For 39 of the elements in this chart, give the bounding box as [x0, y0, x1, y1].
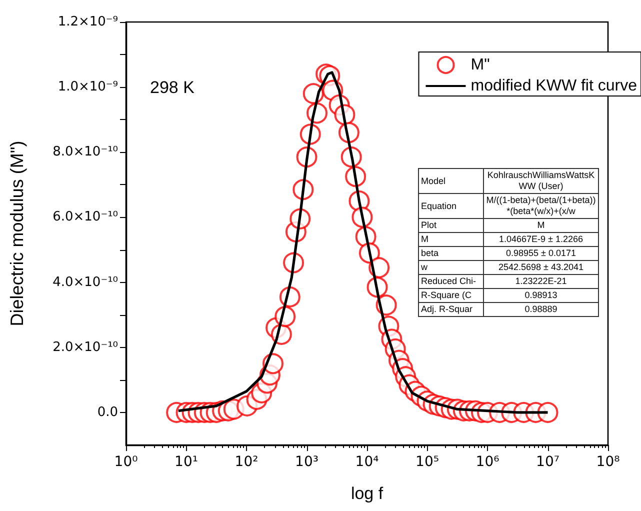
y-tick-label: 8.0×10⁻¹⁰	[52, 144, 118, 160]
annotation: 1.04667E-9 ± 1.2266	[484, 232, 598, 246]
annotation: Reduced Chi-	[418, 274, 484, 288]
annotation: 0.98889	[484, 302, 598, 316]
x-tick-label: 10⁶	[476, 454, 500, 470]
x-tick-label: 10⁴	[355, 454, 380, 470]
y-tick-label: 4.0×10⁻¹⁰	[52, 274, 118, 290]
x-tick-label: 10⁵	[416, 454, 439, 470]
x-tick-label: 10¹	[174, 454, 198, 470]
y-axis-title: Dielectric modulus (M")	[7, 140, 27, 326]
x-tick-label: 10⁰	[114, 454, 138, 470]
annotation: M	[484, 218, 598, 232]
y-tick-label: 0.0	[97, 404, 118, 420]
annotation: Equation	[418, 194, 484, 218]
annotation: KohlrauschWilliamsWattsKWW (User)	[484, 168, 598, 194]
legend-label: M"	[470, 56, 490, 74]
annotation: M	[418, 232, 484, 246]
annotation: 0.98955 ± 0.0171	[484, 246, 598, 260]
annotation: beta	[418, 246, 484, 260]
annotation: 1.23222E-21	[484, 274, 598, 288]
y-tick-label: 1.2×10⁻⁹	[58, 14, 118, 30]
annotation: R-Square (C	[418, 288, 484, 302]
annotation: 0.98913	[484, 288, 598, 302]
annotation: 2542.5698 ± 43.2041	[484, 260, 598, 274]
y-tick-label: 1.0×10⁻⁹	[58, 80, 118, 95]
x-tick-label: 10⁷	[536, 454, 560, 470]
y-tick-label: 6.0×10⁻¹⁰	[52, 210, 118, 225]
annotation: Plot	[418, 218, 484, 232]
x-tick-label: 10⁸	[596, 454, 620, 470]
annotation: 298 K	[150, 78, 194, 98]
annotation: Adj. R-Squar	[418, 302, 484, 316]
x-axis-title: log f	[350, 484, 384, 503]
x-tick-label: 10²	[234, 454, 258, 470]
y-tick-label: 2.0×10⁻¹⁰	[52, 340, 118, 355]
annotation: M/((1-beta)+(beta/(1+beta))*(beta*(w/x)+(x/w	[484, 194, 598, 218]
annotation: w	[418, 260, 484, 274]
annotation: Model	[418, 168, 484, 194]
legend-label: modified KWW fit curve	[470, 78, 638, 94]
x-tick-label: 10³	[295, 454, 318, 470]
